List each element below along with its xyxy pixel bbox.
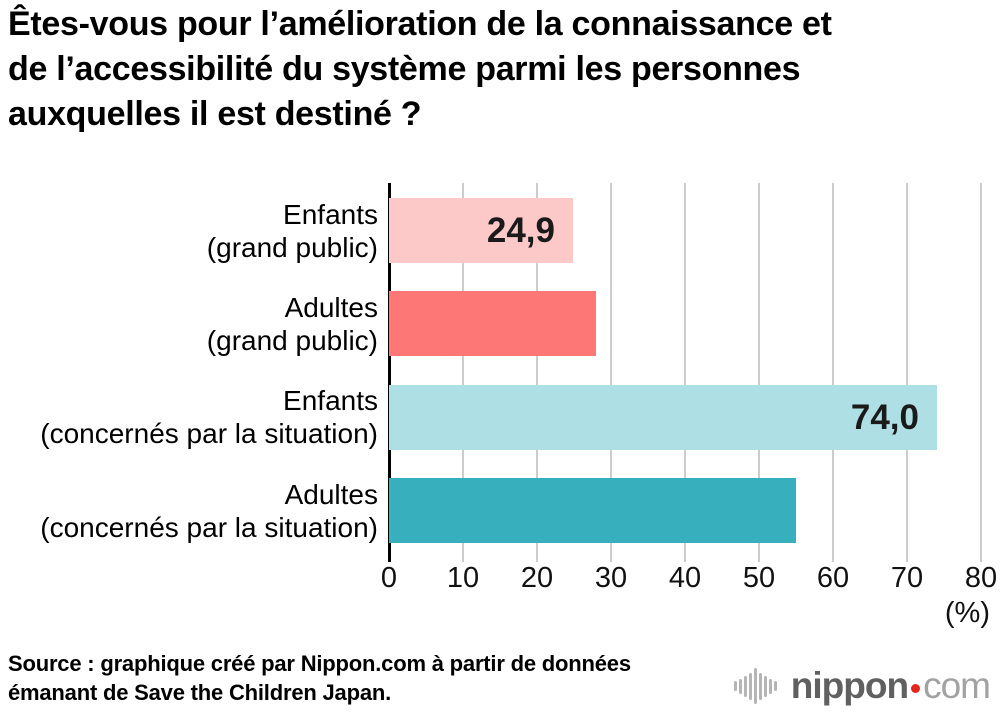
x-axis-unit-label: (%) (944, 597, 990, 629)
bar-adultes-grand-public (389, 291, 596, 356)
x-tick-label: 20 (520, 562, 554, 594)
bar-enfants-concernes-par-la-situation: 74,0 (389, 385, 937, 450)
soundwave-bars-icon (733, 666, 779, 706)
bar-value-label: 74,0 (850, 398, 919, 437)
category-label-line: (grand public) (206, 232, 378, 263)
category-label-line: (concernés par la situation) (40, 512, 378, 543)
source-line-2: émanant de Save the Children Japan. (8, 680, 392, 705)
category-label-line: (grand public) (206, 325, 378, 356)
title-line-1: Êtes-vous pour l’amélioration de la conn… (8, 5, 832, 43)
x-tick-label: 70 (890, 562, 924, 594)
gridline (684, 183, 686, 562)
x-tick-label: 80 (964, 562, 998, 594)
category-label-line: Adultes (284, 292, 378, 323)
logo-dot (911, 684, 921, 693)
category-label: Enfants (grand public) (0, 198, 378, 264)
y-axis-line (387, 183, 391, 562)
gridline (980, 183, 982, 562)
gridline (462, 183, 464, 562)
source-line-1: Source : graphique créé par Nippon.com à… (8, 651, 631, 676)
category-label-line: Enfants (283, 199, 378, 230)
category-label-line: Enfants (283, 385, 378, 416)
gridline (906, 183, 908, 562)
nippon-logo: nippon com (733, 662, 991, 710)
x-tick-label: 30 (594, 562, 628, 594)
bar-value-label: 24,9 (486, 211, 555, 250)
gridline (536, 183, 538, 562)
x-tick-label: 10 (446, 562, 480, 594)
x-tick-label: 0 (380, 562, 398, 594)
x-tick-label: 50 (742, 562, 776, 594)
page-title: Êtes-vous pour l’amélioration de la conn… (8, 2, 992, 137)
logo-name-text: nippon (790, 665, 909, 706)
source-note: Source : graphique créé par Nippon.com à… (8, 649, 631, 707)
category-label-line: (concernés par la situation) (40, 418, 378, 449)
plot-area: 24,9 74,0 (387, 183, 982, 562)
category-label: Adultes (grand public) (0, 291, 378, 357)
bar-adultes-concernes-par-la-situation (389, 478, 796, 543)
x-tick-label: 40 (668, 562, 702, 594)
bar-enfants-grand-public: 24,9 (389, 198, 573, 263)
logo-tld-text: com (923, 665, 991, 706)
gridline (832, 183, 834, 562)
x-tick-label: 60 (816, 562, 850, 594)
category-label: Adultes (concernés par la situation) (0, 478, 378, 544)
title-line-2: de l’accessibilité du système parmi les … (8, 50, 801, 88)
gridline (610, 183, 612, 562)
category-label: Enfants (concernés par la situation) (0, 384, 378, 450)
category-label-line: Adultes (284, 479, 378, 510)
title-line-3: auxquelles il est destiné ? (8, 95, 422, 133)
gridline (758, 183, 760, 562)
